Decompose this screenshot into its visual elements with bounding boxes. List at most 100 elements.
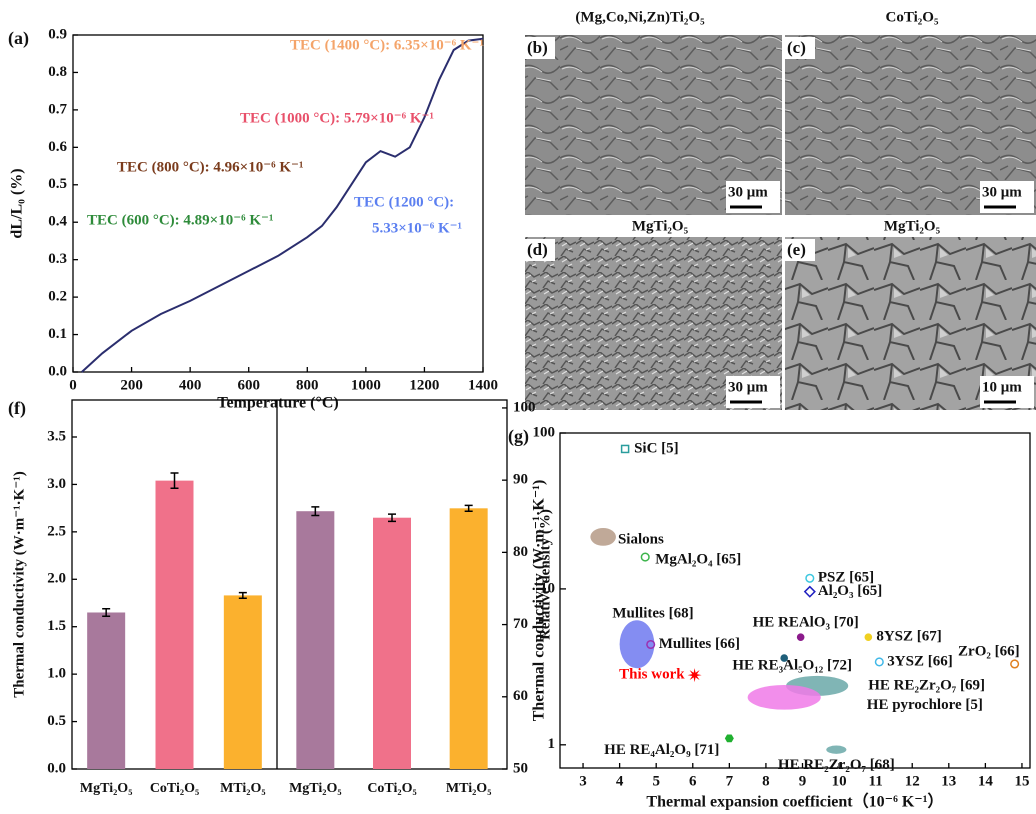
figure: (Mg,Co,Ni,Zn)Ti₂O₅ (b) 30 μm CoTi₂O₅ (c) 30 μ… (0, 0, 1036, 814)
x-tick-label: 12 (905, 773, 920, 789)
x-tick-label: 13 (941, 773, 956, 789)
point-label: Mullites [66] (659, 636, 740, 652)
y-tick-label: 0.5 (47, 713, 66, 729)
panel-label: (e) (787, 240, 806, 259)
y-tick-label: 2.5 (47, 523, 66, 539)
micrograph-title: CoTi₂O₅ (886, 9, 939, 25)
bar (296, 511, 334, 769)
marker (865, 633, 873, 641)
y2-tick-label: 70 (513, 616, 528, 632)
point-label: Mullites [68] (612, 606, 693, 622)
x-tick-label: 6 (689, 773, 697, 789)
x-axis-title: Temperature (°C) (217, 395, 338, 412)
x-tick-label: 5 (652, 773, 660, 789)
x-tick-label: 1400 (468, 377, 498, 393)
y-tick-label: 0.2 (48, 289, 67, 305)
annotation: TEC (800 °C): 4.96×10⁻⁶ K⁻¹ (117, 159, 303, 175)
y2-tick-label: 60 (513, 688, 528, 704)
y2-tick-label: 90 (513, 472, 528, 488)
point-label: This work (619, 667, 685, 683)
y-tick-label: 100 (533, 424, 556, 440)
point-label: MgAl₂O₄ [65] (655, 552, 741, 568)
x-tick-label: CoTi₂O₅ (150, 781, 199, 796)
scale-bar-label: 30 μm (982, 184, 1022, 200)
y2-tick-label: 50 (513, 760, 528, 776)
x-tick-label: 3 (579, 773, 587, 789)
bar (450, 508, 488, 769)
marker (876, 658, 884, 666)
x-tick-label: 1200 (409, 377, 439, 393)
point-label: 3YSZ [66] (887, 653, 952, 669)
point-label: HE RE₃Al₅O₁₂ [72] (732, 658, 852, 674)
y-tick-label: 0.0 (48, 363, 67, 379)
x-tick-label: CoTi₂O₅ (367, 781, 416, 796)
marker (641, 553, 649, 561)
y-tick-label: 1.5 (47, 618, 66, 634)
y-tick-label: 0.1 (48, 326, 67, 342)
y-tick-label: 0.5 (48, 176, 67, 192)
y-tick-label: 2.0 (47, 571, 66, 587)
scale-bar-label: 10 μm (982, 379, 1022, 395)
point-label: HE RE₄Al₂O₉ [71] (604, 742, 719, 758)
point-label: HE RE₂Zr₂O₇ [69] (868, 677, 985, 693)
y-axis-title: dL/L₀ (%) (9, 168, 26, 238)
panel-label: (c) (787, 38, 806, 57)
x-tick-label: 1000 (351, 377, 381, 393)
panel-label: (b) (527, 38, 548, 57)
y-tick-label: 1 (548, 736, 556, 752)
range-ellipse (620, 620, 655, 668)
marker (688, 668, 702, 682)
y-tick-label: 0.0 (47, 760, 66, 776)
point-label: HE REAlO₃ [70] (753, 615, 859, 631)
plot-frame (560, 433, 1030, 768)
annotation: TEC (1000 °C): 5.79×10⁻⁶ K⁻¹ (240, 110, 434, 126)
annotation: 5.33×10⁻⁶ K⁻¹ (372, 220, 462, 236)
marker (725, 734, 734, 742)
x-tick-label: 14 (978, 773, 994, 789)
y2-tick-label: 100 (513, 399, 536, 415)
bar (373, 518, 411, 769)
y-tick-label: 0.4 (48, 214, 67, 230)
x-tick-label: MTi₂O₅ (220, 781, 265, 796)
micrograph-title: MgTi₂O₅ (632, 218, 689, 234)
y-tick-label: 0.9 (48, 26, 67, 42)
bar (156, 481, 194, 769)
point-label: 8YSZ [67] (876, 629, 941, 645)
y-tick-label: 3.5 (47, 428, 66, 444)
x-tick-label: 15 (1014, 773, 1029, 789)
scale-bar-label: 30 μm (728, 184, 768, 200)
point-label: HE pyrochlore [5] (867, 697, 983, 713)
range-ellipse (748, 685, 821, 710)
y-tick-label: 3.0 (47, 476, 66, 492)
x-tick-label: MgTi₂O₅ (80, 781, 132, 796)
x-tick-label: 8 (762, 773, 770, 789)
y-axis-title: Thermal conductivity (W·m⁻¹·K⁻¹) (531, 480, 548, 722)
x-tick-label: MgTi₂O₅ (289, 781, 341, 796)
x-tick-label: 9 (799, 773, 807, 789)
annotation: TEC (1200 °C): (354, 194, 454, 210)
point-label: SiC [5] (634, 440, 679, 456)
x-tick-label: 11 (869, 773, 883, 789)
y-tick-label: 0.8 (48, 64, 67, 80)
scale-bar-label: 30 μm (728, 379, 768, 395)
x-tick-label: MTi₂O₅ (446, 781, 491, 796)
marker (1011, 660, 1019, 668)
panel-label: (g) (508, 426, 529, 447)
annotation: TEC (1400 °C): 6.35×10⁻⁶ K⁻¹ (290, 37, 484, 53)
marker (805, 587, 815, 597)
x-tick-label: 400 (179, 377, 202, 393)
marker (806, 574, 814, 582)
micrograph-title: (Mg,Co,Ni,Zn)Ti₂O₅ (575, 9, 705, 25)
annotation: TEC (600 °C): 4.89×10⁻⁶ K⁻¹ (87, 212, 273, 228)
point-label: HE RE₂Zr₂O₇ [68] (778, 757, 895, 773)
y-tick-label: 0.6 (48, 139, 67, 155)
y-tick-label: 1.0 (47, 666, 66, 682)
bar (224, 595, 262, 769)
panel-label: (d) (527, 240, 548, 259)
y2-tick-label: 80 (513, 544, 528, 560)
x-tick-label: 0 (69, 377, 77, 393)
y-axis-title: Thermal conductivity (W·m⁻¹·K⁻¹) (11, 471, 27, 697)
plot-frame (72, 400, 507, 769)
point-label: Sialons (618, 531, 664, 547)
x-tick-label: 4 (616, 773, 624, 789)
